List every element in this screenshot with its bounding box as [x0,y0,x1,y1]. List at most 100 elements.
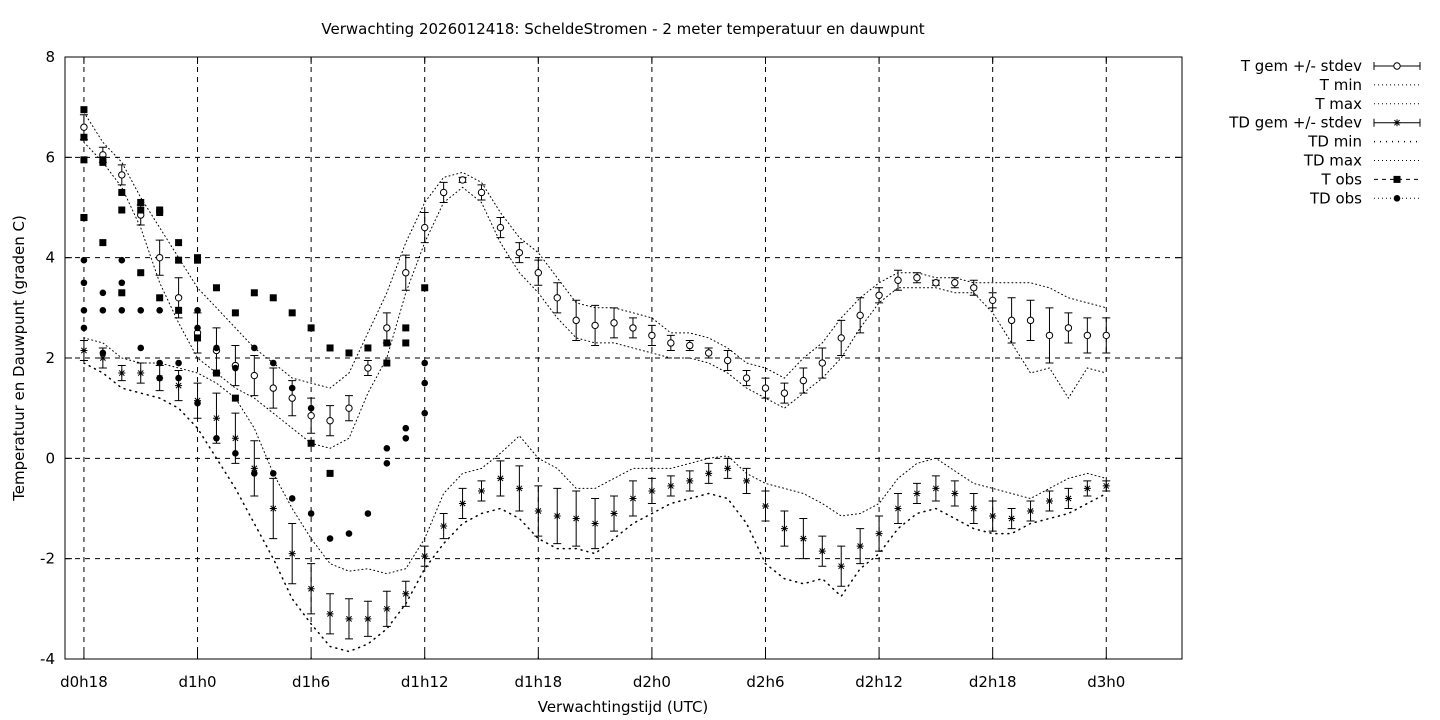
x-tick-label: d2h12 [855,673,903,691]
legend-item: TD max [1303,152,1420,170]
x-tick-label: d1h12 [401,673,449,691]
td-obs-series-point [421,409,429,417]
t-max-series-line [83,111,1107,389]
t-mean-series-point [1064,324,1073,332]
td-mean-series-point [345,615,353,623]
td-obs-series-point [99,307,107,314]
t-mean-series-point [515,248,524,257]
td-mean-series-point [818,547,826,555]
td-mean-series-point [951,489,959,497]
y-tick-label: -4 [40,650,55,668]
t-obs-series-point [383,339,391,347]
legend-item: T obs [1321,170,1420,188]
t-max-series [83,111,1107,389]
t-mean-series-point [913,274,921,282]
td-obs-series-point [99,349,107,357]
t-mean-series-point [1007,316,1016,325]
td-mean-series-point [648,487,656,495]
t-mean-series-point [970,284,978,292]
grid-lines [65,57,1182,659]
legend-item: TD gem +/- stdev [1228,114,1421,132]
t-mean-series-point [686,341,694,350]
td-obs-series-point [269,359,277,367]
t-mean-series-point [629,324,637,332]
t-mean-series-point [326,417,334,425]
td-obs-series-point [269,470,277,477]
td-mean-series-point [326,610,334,618]
td-mean-series-point [459,499,467,507]
td-obs-series-point [137,307,145,314]
td-obs-series-point [175,307,182,314]
t-mean-series-point [1045,331,1054,340]
t-mean-series-point [477,188,486,197]
td-mean-series-point [99,354,107,362]
td-mean-series-point [970,505,978,512]
td-obs-series-point [137,344,145,352]
td-obs-series-point [421,359,429,367]
td-obs-series-point [80,256,88,264]
t-mean-series-point [591,321,599,330]
t-obs-series-point [99,158,107,166]
t-mean-series-point [799,376,808,385]
td-mean-series-point [250,464,258,472]
td-mean-series-point [799,535,807,543]
td-mean-series-point [478,487,486,495]
legend-item: T gem +/- stdev [1240,57,1421,75]
td-mean-series-point [80,346,88,354]
t-obs-series-point [307,439,315,447]
td-obs-series-point [402,434,410,442]
td-mean-series-point [553,512,561,520]
legend-label: T min [1319,76,1362,94]
t-mean-series-point [742,374,751,382]
t-obs-series-point [307,324,315,332]
t-obs-series [80,106,429,477]
t-mean-series-point [856,311,864,320]
t-mean-series-point [723,356,732,365]
t-mean-series-point [932,279,940,287]
td-mean-series-point [686,477,694,485]
td-obs-series-point [326,535,334,542]
t-mean-series-point [345,404,353,412]
td-obs-series-point [251,470,258,477]
x-tick-label: d2h6 [746,673,784,691]
td-obs-series-point [175,374,182,382]
y-tick-label: 6 [45,148,55,166]
t-mean-series-point [383,324,391,332]
t-mean-series-point [80,123,88,131]
td-mean-series-point [1083,484,1091,492]
t-mean-series-point [572,316,580,325]
td-mean-series-point [175,382,183,390]
y-tick-label: 4 [45,249,55,267]
t-mean-series-point [534,269,543,277]
td-obs-series-point [307,404,315,412]
t-obs-series-point [137,198,145,206]
t-mean-series-point [894,276,902,284]
t-mean-series-point [118,171,126,179]
td-obs-series-point [80,307,88,314]
t-obs-series-point [194,256,202,264]
td-mean-series-point [364,615,372,623]
td-mean-series-point [856,542,864,550]
x-tick-label: d2h0 [633,673,671,691]
td-mean-series-point [932,484,940,492]
x-tick-label: d1h6 [292,673,330,691]
t-obs-series-point [345,349,353,357]
td-obs-series-point [288,384,296,392]
td-mean-series-point [610,510,618,518]
t-obs-series-point [137,206,145,214]
t-mean-series-point [250,371,259,380]
t-mean-series-point [761,384,770,392]
t-mean-series-point [837,334,845,342]
t-obs-series-point [364,344,372,352]
t-obs-series-point [402,324,410,332]
t-mean-series-point [1083,331,1092,340]
legend-item: TD obs [1309,189,1420,207]
x-axis-label: Verwachtingstijd (UTC) [538,698,709,716]
td-min-series [83,362,1108,653]
t-mean-series-point [951,279,959,287]
td-obs-series-point [251,344,258,352]
y-tick-label: 2 [45,349,55,367]
t-mean-series-point [667,339,675,347]
t-mean-series-point [610,319,618,327]
t-mean-series-point [1102,331,1110,340]
